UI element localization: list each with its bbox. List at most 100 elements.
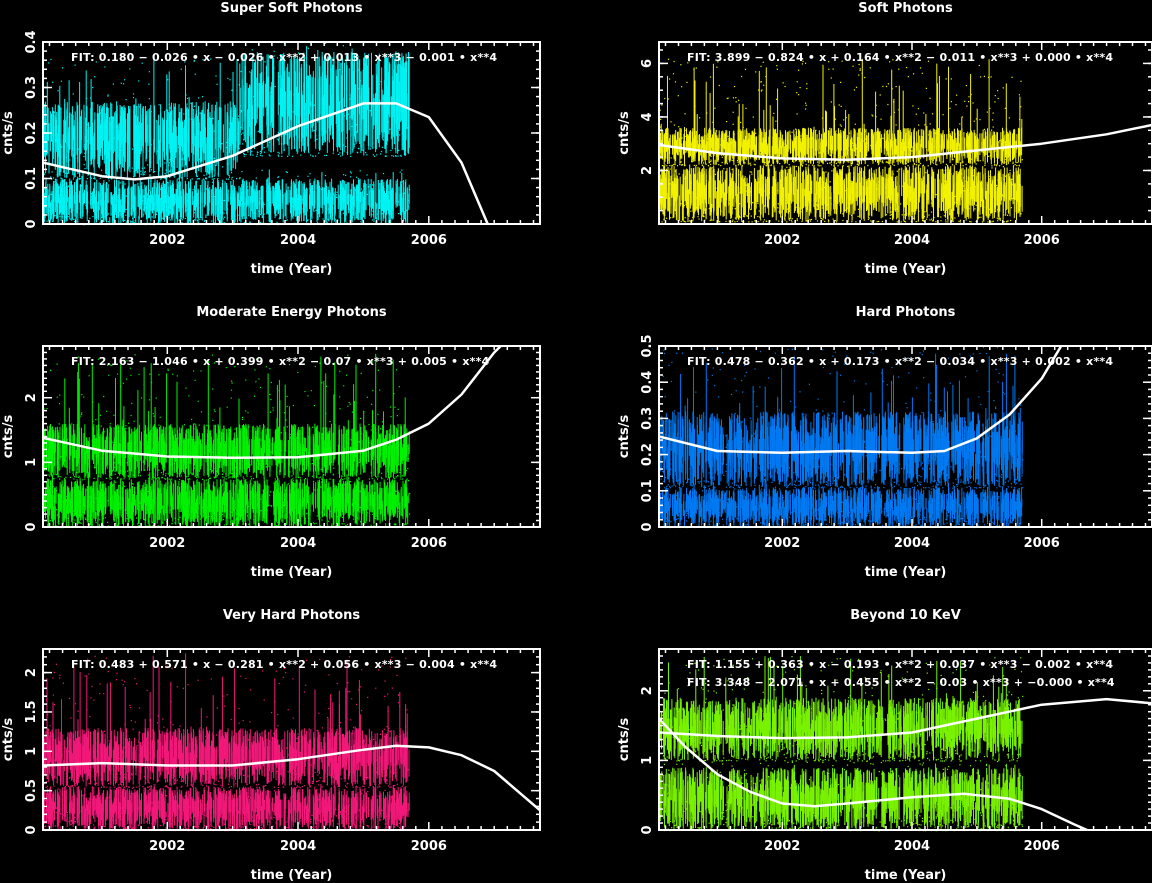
data-point [270,191,272,193]
data-point [212,202,214,204]
data-point [160,178,162,180]
data-point [275,183,277,185]
data-point [354,189,356,191]
data-point [774,158,776,160]
data-point [880,118,882,120]
data-point [260,152,262,154]
data-point [309,188,311,190]
data-point [128,199,130,201]
data-point [818,133,821,135]
data-point [155,213,157,216]
data-point [186,178,188,180]
data-point [758,158,760,160]
data-point [661,104,663,106]
data-point [859,68,861,70]
data-point [286,219,288,221]
data-point [177,146,180,148]
data-point [147,164,149,166]
data-point [867,142,869,144]
data-point [695,164,697,166]
data-point [799,151,801,153]
data-point [143,173,145,176]
data-point [875,152,877,155]
data-point [997,97,999,100]
data-point [191,109,193,111]
data-point [948,131,950,133]
data-point [309,173,311,175]
data-point [214,196,216,198]
data-point [690,182,692,185]
data-point [226,163,228,165]
data-point [134,114,136,116]
data-point [834,220,837,222]
data-point [812,137,814,139]
data-point [141,62,143,64]
data-point [680,130,682,132]
data-point [777,207,779,209]
data-point [727,135,729,137]
data-point [107,95,109,97]
data-point [975,163,977,165]
data-point [384,64,386,66]
data-point [80,185,82,187]
data-point [274,85,276,88]
data-point [216,214,218,216]
data-point [815,129,817,131]
data-point [732,219,734,221]
data-point [709,163,712,165]
data-point [227,139,229,142]
data-point [382,173,385,175]
data-point [240,126,242,128]
data-point [944,169,946,171]
data-point [753,163,755,165]
data-point [243,222,245,224]
data-point [110,213,112,215]
data-point [809,209,811,211]
data-point [186,200,188,202]
data-point [878,162,880,164]
data-point [684,151,686,153]
data-point [205,188,207,190]
data-point [680,161,682,163]
data-point [118,197,120,199]
data-point [684,177,686,180]
data-point [59,194,62,196]
data-point [731,159,733,161]
data-point [798,133,800,136]
data-point [315,155,317,157]
data-point [193,219,195,221]
data-point [1002,87,1004,89]
data-point [305,128,307,130]
data-point [334,218,336,220]
data-point [893,111,895,113]
data-point [62,180,64,182]
data-point [862,140,864,142]
data-point [92,87,94,89]
data-point [732,111,734,113]
data-point [293,193,296,195]
data-point [263,151,266,153]
x-tick-label: 2004 [280,233,316,248]
chart-panel: FIT: 0.180 − 0.026 • x − 0.026 • x**2 + … [1,1,541,277]
data-point [78,148,80,150]
data-point [313,130,315,132]
data-point [729,203,731,205]
data-point [408,199,410,202]
data-point [372,184,374,186]
data-point [673,148,675,150]
data-point [400,217,402,219]
data-point [153,186,155,188]
data-point [987,76,990,78]
data-point [945,78,947,80]
data-point [277,176,280,178]
data-point [391,155,393,157]
data-point [63,211,65,213]
data-point [328,219,330,221]
data-point [964,211,966,213]
data-point [1020,80,1022,82]
data-point [148,83,150,85]
data-point [803,145,805,147]
data-point [90,97,92,99]
data-point [138,80,140,82]
data-point [389,192,392,194]
